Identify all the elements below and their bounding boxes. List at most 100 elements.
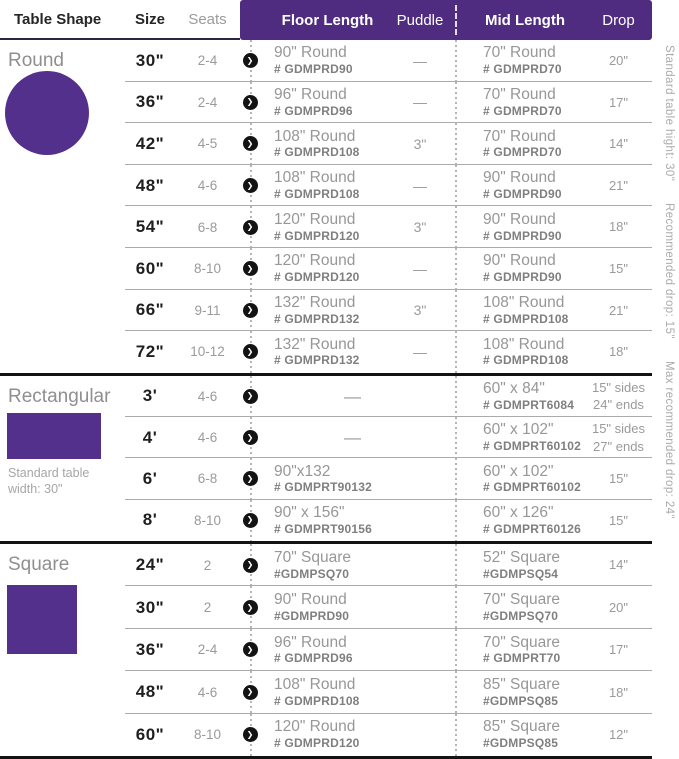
shape-spacer-cell — [0, 248, 125, 290]
size-cell: 4' — [142, 427, 158, 447]
floor-length-value: 70" Square — [274, 548, 352, 566]
puddle-cell — [395, 544, 445, 586]
dotted-divider — [445, 123, 465, 165]
section-rows: 30" 2-4 ❯ 90" Round # GDMPRD90 — 70" Rou… — [0, 40, 652, 373]
shape-spacer-cell — [0, 586, 125, 628]
floor-length-value: 90" Round — [274, 44, 347, 62]
floor-length-value: 90"x132 — [274, 462, 331, 480]
puddle-cell — [395, 714, 445, 756]
drop-cell: 15" sides 27" ends — [585, 417, 652, 458]
arrow-cell: ❯ — [240, 628, 260, 672]
floor-length-value: 120" Round — [274, 210, 356, 228]
floor-length-cell: 108" Round # GDMPRD108 — [260, 671, 395, 713]
floor-length-cell: 108" Round # GDMPRD108 — [260, 123, 395, 165]
table-row: 60" 8-10 ❯ 120" Round # GDMPRD120 — 90" … — [0, 247, 652, 290]
chevron-right-circle-icon: ❯ — [242, 219, 258, 235]
size-cell: 36" — [135, 92, 165, 112]
drop-cell: 15" — [585, 248, 652, 290]
puddle-cell — [395, 500, 445, 541]
shape-spacer-cell — [0, 165, 125, 207]
mid-length-value: 70" Square — [483, 633, 561, 651]
chevron-right-circle-icon: ❯ — [242, 136, 258, 152]
table-body: Round 30" 2-4 ❯ 90" Round # GDMPRD90 — 7… — [0, 40, 652, 759]
dotted-divider — [445, 417, 465, 459]
arrow-cell: ❯ — [240, 247, 260, 290]
floor-length-code: # GDMPRD132 — [274, 353, 360, 368]
mid-length-code: # GDMPRD70 — [483, 145, 562, 160]
shape-spacer-cell — [0, 714, 125, 756]
shape-spacer-cell — [0, 417, 125, 458]
size-cell: 30" — [135, 50, 165, 70]
floor-length-cell: 96" Round # GDMPRD96 — [260, 629, 395, 671]
floor-length-code: # GDMPRT90132 — [274, 480, 372, 495]
size-cell: 66" — [135, 300, 165, 320]
shape-spacer-cell — [0, 123, 125, 165]
chevron-right-circle-icon: ❯ — [242, 642, 258, 658]
drop-value: 20" — [608, 53, 629, 69]
floor-length-cell: 96" Round # GDMPRD96 — [260, 82, 395, 124]
mid-length-cell: 70" Round # GDMPRD70 — [465, 40, 585, 82]
mid-length-value: 60" x 102" — [483, 421, 554, 439]
arrow-cell: ❯ — [240, 586, 260, 630]
drop-value: 15" — [608, 260, 629, 276]
size-cell: 54" — [135, 217, 165, 237]
drop-value: 18" — [608, 344, 629, 360]
drop-cell: 18" — [585, 671, 652, 713]
drop-cell: 20" — [585, 40, 652, 82]
mid-length-cell: 60" x 102" # GDMPRT60102 — [465, 417, 585, 458]
seats-cell: 8-10 — [193, 512, 222, 528]
floor-length-cell: 120" Round # GDMPRD120 — [260, 206, 395, 248]
table-row: 30" 2-4 ❯ 90" Round # GDMPRD90 — 70" Rou… — [0, 40, 652, 82]
mid-length-cell: 90" Round # GDMPRD90 — [465, 206, 585, 248]
section-rows: 24" 2 ❯ 70" Square #GDMPSQ70 52" Square … — [0, 543, 652, 757]
shape-spacer-cell — [0, 331, 125, 373]
puddle-cell: — — [413, 52, 427, 69]
floor-length-code: # GDMPRD108 — [274, 186, 360, 201]
drop-value: 17" — [608, 94, 629, 110]
seats-cell: 10-12 — [190, 344, 225, 360]
floor-length-value: — — [344, 427, 361, 447]
dotted-divider — [445, 164, 465, 207]
shape-spacer-cell — [0, 40, 125, 82]
puddle-cell — [395, 629, 445, 671]
table-row: 42" 4-5 ❯ 108" Round # GDMPRD108 3" 70" … — [0, 123, 652, 165]
column-header-mid-length: Mid Length — [485, 11, 565, 29]
table-row: 6' 6-8 ❯ 90"x132 # GDMPRT90132 60" x 102… — [0, 458, 652, 500]
shape-spacer-cell — [0, 206, 125, 248]
table-row: 72" 10-12 ❯ 132" Round # GDMPRD132 — 108… — [0, 331, 652, 373]
chevron-right-circle-icon: ❯ — [242, 512, 258, 528]
floor-length-value: 96" Round — [274, 85, 347, 103]
chevron-right-circle-icon: ❯ — [242, 684, 258, 700]
mid-length-cell: 60" x 84" # GDMPRT6084 — [465, 376, 585, 417]
floor-length-cell: 132" Round # GDMPRD132 — [260, 290, 395, 332]
dotted-divider — [445, 375, 465, 418]
mid-length-value: 85" Square — [483, 675, 561, 693]
size-cell: 60" — [135, 724, 165, 744]
mid-length-value: 108" Round — [483, 335, 565, 353]
arrow-cell: ❯ — [240, 331, 260, 373]
floor-length-code: # GDMPRD96 — [274, 651, 353, 666]
floor-length-code: # GDMPRD120 — [274, 736, 360, 751]
floor-length-cell: 90" Round # GDMPRD90 — [260, 40, 395, 82]
chevron-right-circle-icon: ❯ — [242, 557, 258, 573]
note-recommended-drop: Recommended drop: 15" — [663, 203, 675, 340]
size-cell: 30" — [135, 597, 165, 617]
drop-value: 18" — [608, 219, 629, 235]
table-row: 36" 2-4 ❯ 96" Round # GDMPRD96 70" Squar… — [0, 628, 652, 672]
shape-spacer-cell — [0, 500, 125, 541]
arrow-cell: ❯ — [240, 375, 260, 418]
drop-cell: 18" — [585, 331, 652, 373]
dotted-divider — [445, 247, 465, 290]
floor-length-code: #GDMPSQ70 — [274, 566, 350, 581]
table-row: 48" 4-6 ❯ 108" Round # GDMPRD108 — 90" R… — [0, 164, 652, 207]
drop-value: 15" sides — [591, 421, 646, 437]
mid-length-code: # GDMPRD90 — [483, 270, 562, 285]
floor-length-cell: 132" Round # GDMPRD132 — [260, 331, 395, 373]
section-rows: 3' 4-6 ❯ — 60" x 84" # GDMPRT6084 15" si… — [0, 375, 652, 542]
puddle-cell — [395, 671, 445, 713]
shape-spacer-cell — [0, 458, 125, 499]
size-cell: 42" — [135, 133, 165, 153]
mid-length-code: # GDMPRT70 — [483, 651, 561, 666]
dotted-divider — [445, 331, 465, 373]
